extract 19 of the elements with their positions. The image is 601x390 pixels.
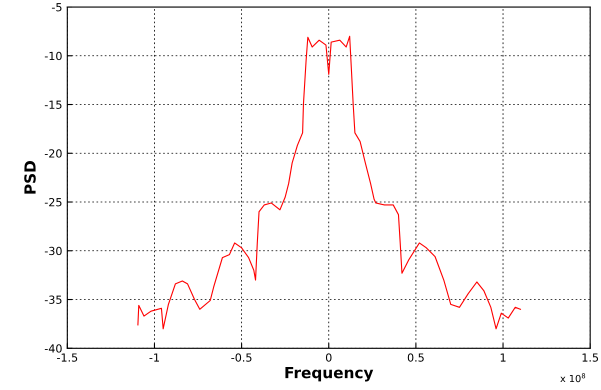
- y-tick-label: -25: [44, 198, 62, 206]
- line-series: [137, 36, 522, 330]
- x-tick-label: -1: [149, 353, 159, 362]
- text: x 10$^{8}$: [560, 373, 586, 382]
- x-tick-label: 1: [500, 353, 506, 362]
- y-axis-title: PSD: [24, 161, 36, 194]
- x-tick-label: 0.5: [408, 353, 424, 362]
- y-tick-label: -5: [52, 3, 62, 12]
- y-tick-label: -30: [44, 246, 62, 256]
- y-tick-label: -10: [44, 52, 62, 60]
- y-tick-label: -35: [44, 295, 62, 304]
- x-tick-label: 1.5: [582, 353, 598, 362]
- x-tick-label: -0.5: [231, 353, 252, 362]
- y-tick-label: -15: [44, 100, 62, 109]
- x-tick-label: 0: [326, 353, 332, 362]
- x-tick-label: -1.5: [57, 353, 78, 362]
- y-tick-label: -40: [44, 344, 62, 353]
- x-axis-title: Frequency: [285, 367, 374, 382]
- y-tick-label: -20: [44, 149, 62, 158]
